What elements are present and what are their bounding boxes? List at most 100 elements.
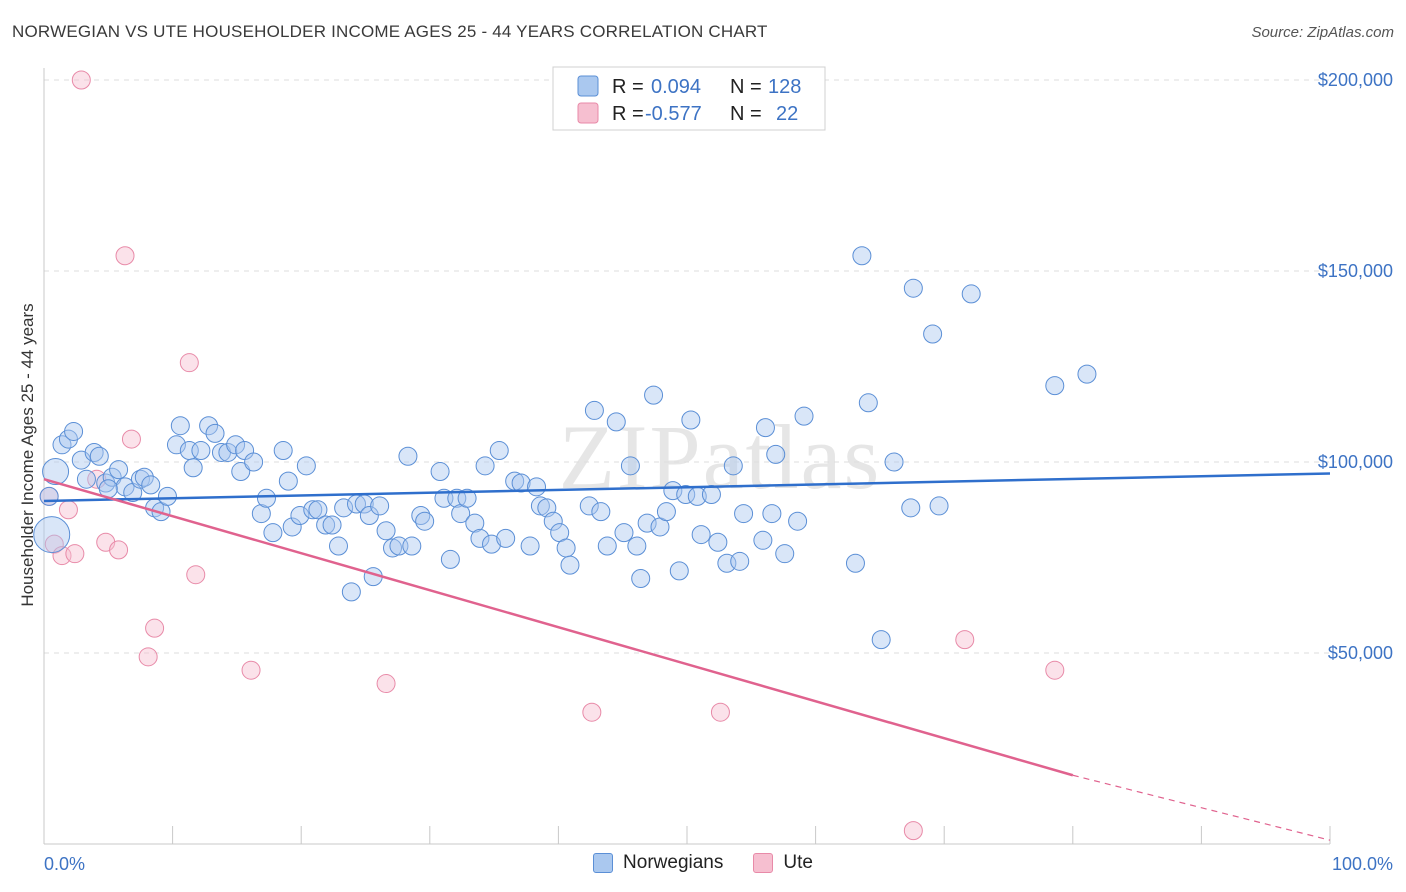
norwegian-point <box>644 385 664 405</box>
norwegian-point <box>701 484 721 504</box>
norwegian-point <box>903 278 923 298</box>
norwegian-point <box>308 500 328 520</box>
norwegian-point <box>591 502 611 522</box>
norwegian-point <box>961 284 981 304</box>
ute-point <box>115 246 135 266</box>
ute-point <box>582 702 602 722</box>
ute-point <box>145 618 165 638</box>
norwegian-point <box>231 462 251 482</box>
norwegian-point <box>871 630 891 650</box>
y-tick-label: $100,000 <box>1318 452 1393 472</box>
ute-point <box>65 544 85 564</box>
legend-r-label: R = <box>612 76 644 98</box>
ute-point <box>44 534 64 554</box>
y-tick-label: $150,000 <box>1318 261 1393 281</box>
norwegian-point <box>263 523 283 543</box>
ute-point <box>71 70 91 90</box>
norwegian-point <box>42 458 70 486</box>
norwegian-point <box>663 481 683 501</box>
norwegian-point <box>199 416 219 436</box>
norwegian-point <box>637 513 657 533</box>
norwegian-point <box>527 477 547 497</box>
norwegian-point <box>282 517 302 537</box>
ute-point <box>241 660 261 680</box>
legend-n-value: 22 <box>776 103 798 125</box>
legend-n-value: 128 <box>768 76 801 98</box>
ute-point <box>186 565 206 585</box>
norwegian-point <box>489 441 509 461</box>
norwegian-point <box>166 435 186 455</box>
norwegian-point <box>398 446 418 466</box>
legend-label-ute: Ute <box>783 852 813 873</box>
norwegian-point <box>316 515 336 535</box>
norwegian-point <box>929 496 949 516</box>
ute-point <box>376 674 396 694</box>
norwegian-point <box>457 488 477 508</box>
series-legend: Norwegians Ute <box>0 852 1406 874</box>
norwegian-point <box>218 442 238 462</box>
norwegian-point <box>755 418 775 438</box>
trend-lines <box>43 472 1331 841</box>
legend-item-norwegians: Norwegians <box>593 852 723 874</box>
norwegian-point <box>614 523 634 543</box>
norwegian-point <box>475 456 495 476</box>
norwegian-point <box>84 442 104 462</box>
norwegian-point <box>691 525 711 545</box>
norwegian-point <box>376 521 396 541</box>
norwegian-point <box>482 534 502 554</box>
norwegian-point <box>447 488 467 508</box>
norwegian-point <box>64 421 84 441</box>
norwegian-point <box>415 511 435 531</box>
y-tick-label: $200,000 <box>1318 70 1393 90</box>
norwegian-point <box>597 536 617 556</box>
norwegian-point <box>775 544 795 564</box>
norwegian-point <box>102 467 122 487</box>
ute-point <box>903 821 923 841</box>
norwegian-point <box>328 536 348 556</box>
norwegian-point <box>656 502 676 522</box>
norwegian-point <box>560 555 580 575</box>
norwegian-point <box>341 582 361 602</box>
norwegian-trend-line <box>43 472 1331 503</box>
norwegian-point <box>370 496 390 516</box>
norwegian-point <box>273 441 293 461</box>
ute-point <box>121 429 141 449</box>
norwegian-point <box>556 538 576 558</box>
norwegian-point <box>520 536 540 556</box>
norwegian-point <box>708 532 728 552</box>
norwegian-point <box>251 504 271 524</box>
ute-point <box>179 353 199 373</box>
norwegian-point <box>470 528 490 548</box>
norwegian-point <box>620 456 640 476</box>
norwegian-point <box>884 452 904 472</box>
x-tick-label: 100.0% <box>1332 854 1393 874</box>
y-tick-label: $50,000 <box>1328 643 1393 663</box>
norwegian-point <box>170 416 190 436</box>
ute-point <box>710 702 730 722</box>
norwegian-point <box>631 569 651 589</box>
norwegian-point <box>1077 364 1097 384</box>
grid-lines <box>44 79 1336 654</box>
norwegian-point <box>76 469 96 489</box>
ute-point <box>1045 660 1065 680</box>
source-credit: Source: ZipAtlas.com <box>1251 24 1394 41</box>
norwegian-point <box>627 536 647 556</box>
x-tick-label: 0.0% <box>44 854 85 874</box>
norwegian-point <box>766 444 786 464</box>
norwegian-point <box>39 486 59 506</box>
norwegian-point <box>334 498 354 518</box>
norwegian-point <box>734 504 754 524</box>
legend-r-value: 0.094 <box>651 76 701 98</box>
norwegian-point <box>109 460 129 480</box>
norwegian-point <box>141 475 161 495</box>
norwegian-point <box>584 400 604 420</box>
legend-label-norwegians: Norwegians <box>623 852 724 873</box>
norwegian-point <box>496 528 516 548</box>
norwegian-point <box>669 561 689 581</box>
legend-swatch-norwegians <box>577 75 599 97</box>
correlation-legend: R = 0.094 N = 128 R = -0.577 N = 22 <box>552 66 826 131</box>
norwegian-point <box>226 435 246 455</box>
norwegian-point <box>723 456 743 476</box>
chart-title: NORWEGIAN VS UTE HOUSEHOLDER INCOME AGES… <box>12 22 768 41</box>
